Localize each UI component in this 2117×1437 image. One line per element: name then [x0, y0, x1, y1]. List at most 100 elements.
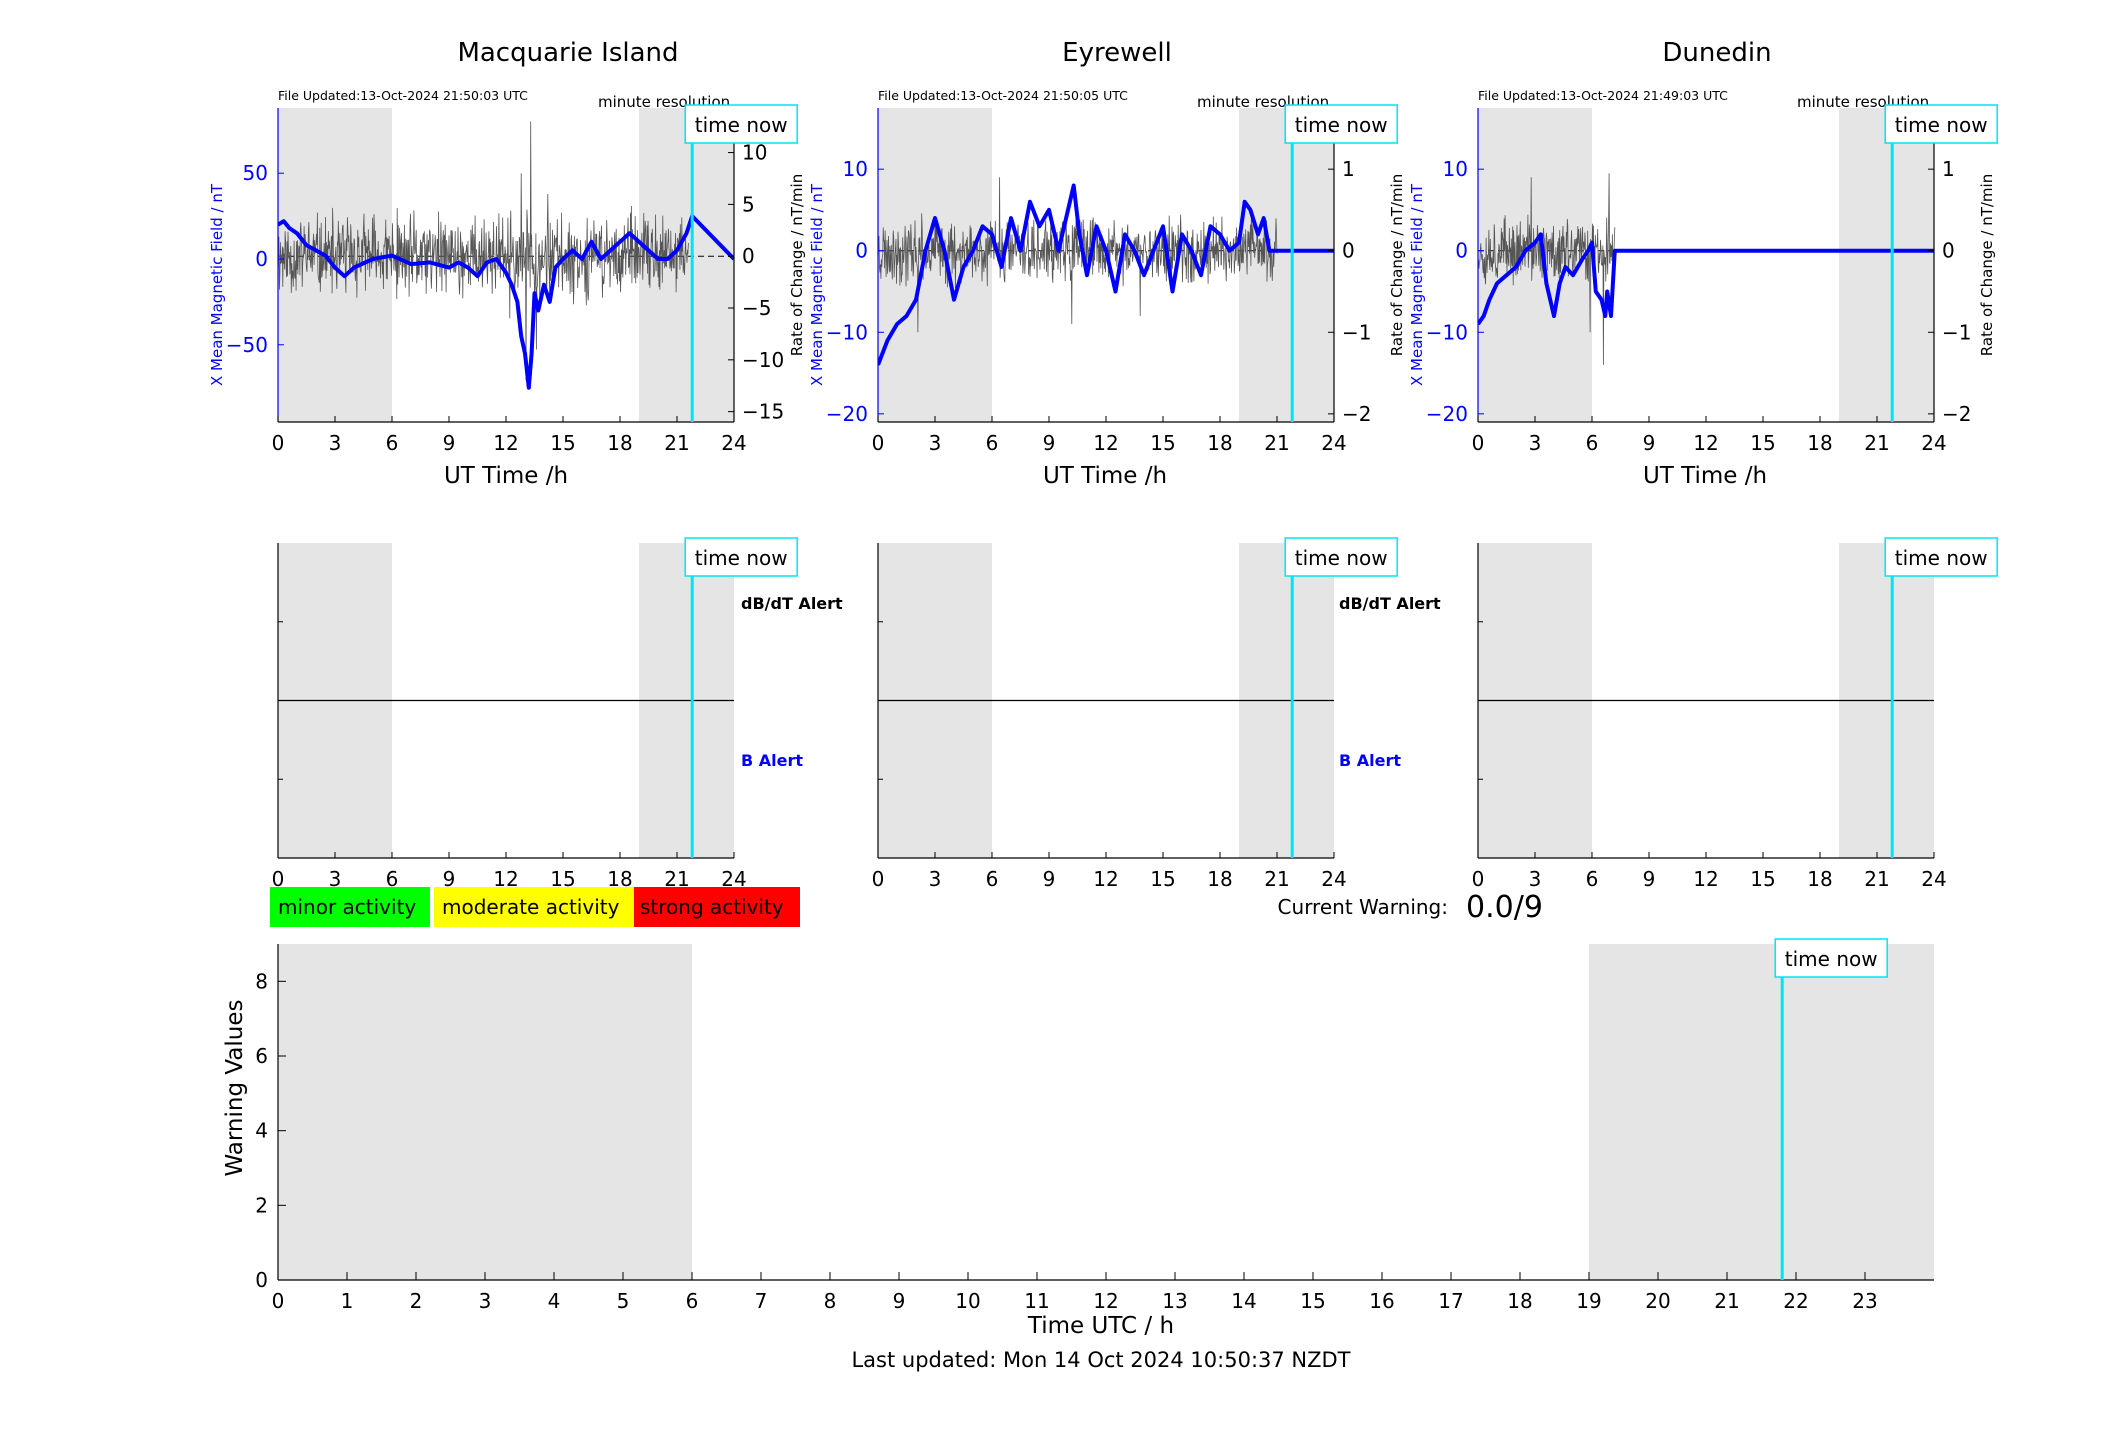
macquarie-alert-xtick-label: 3 [329, 867, 342, 891]
warning-ytick-label: 0 [255, 1268, 268, 1292]
alert-panel-macquarie: 0 3 6 9 12 15 18 21 24 time now [272, 537, 798, 891]
dunedin-alert-time-now-label: time now [1895, 546, 1988, 570]
macquarie-alert-xtick-label: 6 [386, 867, 399, 891]
macquarie-ytick-right-label: −10 [742, 348, 784, 372]
macquarie-alert-xtick-label: 9 [443, 867, 456, 891]
dunedin-ytick-right-label: 0 [1942, 239, 1955, 263]
dunedin-alert-xtick-label: 21 [1864, 867, 1889, 891]
dunedin-ytick-left-label: −10 [1426, 320, 1468, 344]
macquarie-top-time-now-label: time now [695, 113, 788, 137]
warning-ytick-label: 2 [255, 1193, 268, 1217]
b-alert-label-macquarie: B Alert [741, 751, 803, 770]
macquarie-mean-field-series [278, 214, 734, 390]
warning-xtick-label: 2 [410, 1289, 423, 1313]
dbdt-alert-label-eyrewell: dB/dT Alert [1339, 594, 1441, 613]
eyrewell-alert-xtick-label: 0 [872, 867, 885, 891]
dunedin-alert-xtick-label: 15 [1750, 867, 1775, 891]
legend-strong-label: strong activity [640, 895, 784, 919]
warning-xtick-label: 7 [755, 1289, 768, 1313]
eyrewell-alert-xtick-label: 18 [1207, 867, 1232, 891]
dunedin-xtick-label: 0 [1472, 431, 1485, 455]
macquarie-rate-series [278, 121, 689, 381]
eyrewell-night-span [878, 108, 992, 422]
macquarie-alert-xtick-label: 15 [550, 867, 575, 891]
eyrewell-alert-xtick-label: 21 [1264, 867, 1289, 891]
dunedin-ytick-right-label: 1 [1942, 157, 1955, 181]
warning-time-now-box [1774, 938, 1888, 978]
ylabel-right-macquarie: Rate of Change / nT/min [788, 174, 806, 356]
eyrewell-night-span [1239, 108, 1334, 422]
alert-panel-eyrewell: 0 3 6 9 12 15 18 21 24 time now [872, 537, 1398, 891]
eyrewell-ytick-right-label: −2 [1342, 402, 1371, 426]
dunedin-night-span [1839, 108, 1934, 422]
warning-xtick-label: 5 [617, 1289, 630, 1313]
dunedin-alert-xtick-label: 0 [1472, 867, 1485, 891]
ylabel-right-eyrewell: Rate of Change / nT/min [1388, 174, 1406, 356]
macquarie-xtick-label: 24 [721, 431, 746, 455]
eyrewell-top-time-now-box [1284, 104, 1398, 144]
dunedin-ytick-left-label: 0 [1455, 239, 1468, 263]
xlabel-macquarie: UT Time /h [444, 463, 568, 489]
warning-xtick-label: 11 [1024, 1289, 1049, 1313]
dunedin-xtick-label: 3 [1529, 431, 1542, 455]
ylabel-left-dunedin: X Mean Magnetic Field / nT [1408, 183, 1426, 386]
bottom-xlabel: Time UTC / h [1027, 1313, 1174, 1339]
warning-xtick-label: 14 [1231, 1289, 1256, 1313]
warning-night-span [278, 944, 692, 1280]
macquarie-ytick-left-label: 0 [255, 247, 268, 271]
macquarie-alert-xtick-label: 21 [664, 867, 689, 891]
dunedin-xtick-label: 15 [1750, 431, 1775, 455]
dunedin-alert-xtick-label: 24 [1921, 867, 1946, 891]
macquarie-xtick-label: 9 [443, 431, 456, 455]
eyrewell-mean-field-series [878, 183, 1334, 366]
eyrewell-alert-xtick-label: 9 [1043, 867, 1056, 891]
ylabel-left-eyrewell: X Mean Magnetic Field / nT [808, 183, 826, 386]
warning-xtick-label: 21 [1714, 1289, 1739, 1313]
eyrewell-xtick-label: 6 [986, 431, 999, 455]
xlabel-dunedin: UT Time /h [1643, 463, 1767, 489]
dunedin-xtick-label: 12 [1693, 431, 1718, 455]
eyrewell-xtick-label: 18 [1207, 431, 1232, 455]
eyrewell-alert-xtick-label: 3 [929, 867, 942, 891]
eyrewell-alert-xtick-label: 6 [986, 867, 999, 891]
dunedin-mean-field-series [1478, 232, 1934, 326]
warning-xtick-label: 23 [1852, 1289, 1877, 1313]
dunedin-xtick-label: 6 [1586, 431, 1599, 455]
warning-xtick-label: 10 [955, 1289, 980, 1313]
activity-legend: minor activity moderate activity strong … [270, 887, 800, 927]
warning-xtick-label: 8 [824, 1289, 837, 1313]
warning-xtick-label: 17 [1438, 1289, 1463, 1313]
macquarie-alert-time-now-label: time now [695, 546, 788, 570]
warning-xtick-label: 22 [1783, 1289, 1808, 1313]
macquarie-ytick-left-label: −50 [226, 333, 268, 357]
eyrewell-xtick-label: 21 [1264, 431, 1289, 455]
file-updated-macquarie: File Updated:13-Oct-2024 21:50:03 UTC [278, 88, 528, 103]
macquarie-xtick-label: 15 [550, 431, 575, 455]
dunedin-xtick-label: 9 [1643, 431, 1656, 455]
current-warning-label: Current Warning: [1278, 895, 1448, 919]
warning-xtick-label: 19 [1576, 1289, 1601, 1313]
eyrewell-ytick-left-label: −20 [826, 402, 868, 426]
dbdt-alert-label-macquarie: dB/dT Alert [741, 594, 843, 613]
eyrewell-ytick-left-label: 10 [843, 157, 868, 181]
file-updated-eyrewell: File Updated:13-Oct-2024 21:50:05 UTC [878, 88, 1128, 103]
macquarie-alert-xtick-label: 0 [272, 867, 285, 891]
macquarie-xtick-label: 6 [386, 431, 399, 455]
macquarie-alert-xtick-label: 24 [721, 867, 746, 891]
eyrewell-ytick-right-label: 1 [1342, 157, 1355, 181]
eyrewell-alert-xtick-label: 12 [1093, 867, 1118, 891]
macquarie-ytick-left-label: 50 [243, 161, 268, 185]
dunedin-alert-xtick-label: 6 [1586, 867, 1599, 891]
macquarie-xtick-label: 21 [664, 431, 689, 455]
warning-night-span [1589, 944, 1934, 1280]
macquarie-ytick-right-label: 5 [742, 192, 755, 216]
xlabel-eyrewell: UT Time /h [1043, 463, 1167, 489]
warning-time-now-label: time now [1785, 947, 1878, 971]
dunedin-xtick-label: 21 [1864, 431, 1889, 455]
macquarie-top-time-now-box [684, 104, 798, 144]
eyrewell-ytick-right-label: −1 [1342, 320, 1371, 344]
macquarie-ytick-right-label: 10 [742, 141, 767, 165]
